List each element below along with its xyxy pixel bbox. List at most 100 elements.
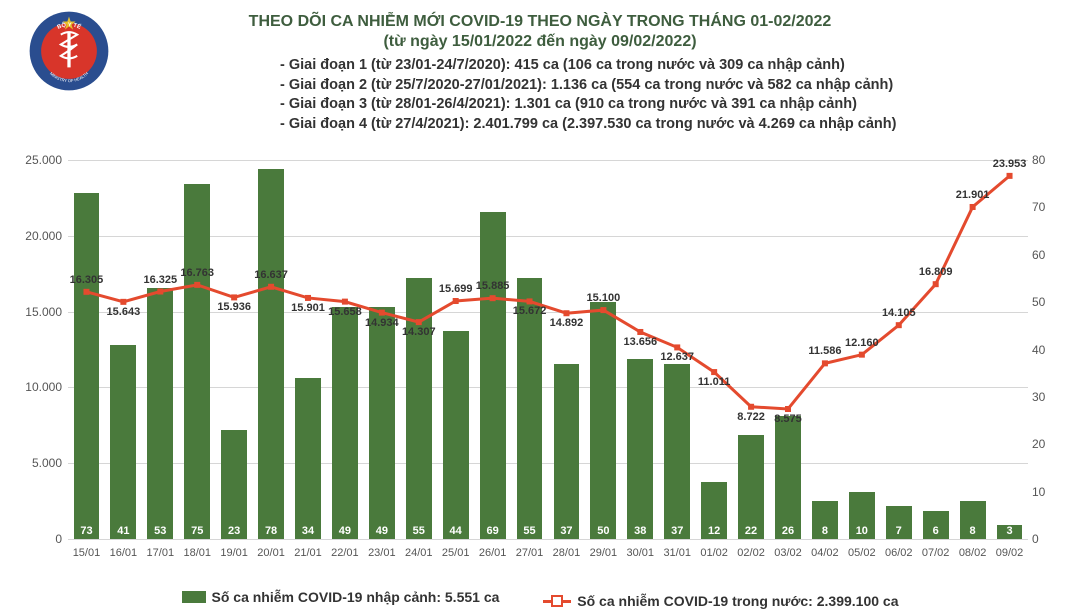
bar: 6 (923, 511, 949, 539)
bar-slot: 8 (954, 160, 991, 539)
note-3: - Giai đoạn 3 (từ 28/01-26/4/2021): 1.30… (280, 95, 1060, 115)
chart-container: BỘ Y TẾ MINISTRY OF HEALTH THEO DÕI CA N… (0, 0, 1080, 615)
x-tick-label: 28/01 (548, 547, 585, 559)
line-value-label: 15.901 (290, 302, 326, 314)
legend-bar-label: Số ca nhiễm COVID-19 nhập cảnh: 5.551 ca (212, 589, 500, 605)
bar-slot: 49 (326, 160, 363, 539)
y-right-tick-label: 10 (1032, 485, 1062, 499)
bar-slot: 37 (659, 160, 696, 539)
bar: 55 (406, 278, 432, 539)
bar-value-label: 73 (80, 525, 92, 537)
x-tick-label: 21/01 (290, 547, 327, 559)
bar: 34 (295, 378, 321, 539)
x-tick-label: 22/01 (326, 547, 363, 559)
x-tick-label: 20/01 (253, 547, 290, 559)
x-tick-label: 26/01 (474, 547, 511, 559)
line-value-label: 11.586 (807, 345, 842, 357)
x-tick-label: 29/01 (585, 547, 622, 559)
line-value-label: 16.763 (179, 267, 215, 279)
bar-slot: 55 (400, 160, 437, 539)
bar: 49 (369, 307, 395, 539)
bar-slot: 78 (253, 160, 290, 539)
line-value-label: 15.699 (438, 283, 474, 295)
x-tick-label: 16/01 (105, 547, 142, 559)
bar-slot: 53 (142, 160, 179, 539)
x-tick-label: 06/02 (880, 547, 917, 559)
line-value-label: 14.307 (401, 326, 437, 338)
bar-slot: 10 (843, 160, 880, 539)
bar: 75 (184, 184, 210, 539)
title-line-1: THEO DÕI CA NHIỄM MỚI COVID-19 THEO NGÀY… (20, 12, 1060, 32)
bar-slot: 34 (290, 160, 327, 539)
y-left-tick-label: 0 (18, 532, 62, 546)
bar: 3 (997, 525, 1023, 539)
x-tick-label: 24/01 (400, 547, 437, 559)
bar: 50 (590, 302, 616, 539)
line-value-label: 15.936 (216, 301, 252, 313)
y-right-tick-label: 20 (1032, 437, 1062, 451)
bar-value-label: 49 (376, 525, 388, 537)
legend-line-swatch (543, 600, 571, 603)
note-4: - Giai đoạn 4 (từ 27/4/2021): 2.401.799 … (280, 115, 1060, 135)
y-left-tick-label: 15.000 (18, 305, 62, 319)
bar-value-label: 37 (671, 525, 683, 537)
x-tick-label: 15/01 (68, 547, 105, 559)
x-tick-label: 04/02 (806, 547, 843, 559)
bar-value-label: 75 (191, 525, 203, 537)
bar-value-label: 50 (597, 525, 609, 537)
bar-slot: 22 (733, 160, 770, 539)
bar: 22 (738, 435, 764, 539)
bar-value-label: 7 (896, 525, 902, 537)
bar-value-label: 23 (228, 525, 240, 537)
bar-value-label: 37 (560, 525, 572, 537)
x-tick-label: 23/01 (363, 547, 400, 559)
y-left-tick-label: 10.000 (18, 380, 62, 394)
y-right-tick-label: 30 (1032, 390, 1062, 404)
bar: 44 (443, 331, 469, 539)
bar-value-label: 41 (117, 525, 129, 537)
bar: 8 (960, 501, 986, 539)
bar: 7 (886, 506, 912, 539)
y-left-tick-label: 5.000 (18, 456, 62, 470)
bar-value-label: 34 (302, 525, 314, 537)
x-tick-label: 30/01 (622, 547, 659, 559)
bar-slot: 69 (474, 160, 511, 539)
bar-value-label: 12 (708, 525, 720, 537)
bar-slot: 73 (68, 160, 105, 539)
grid-line (68, 539, 1028, 540)
chart-legend: Số ca nhiễm COVID-19 nhập cảnh: 5.551 ca… (0, 589, 1080, 610)
bar: 55 (517, 278, 543, 539)
legend-bar-swatch (182, 591, 206, 603)
line-value-label: 16.637 (253, 269, 289, 281)
bar-slot: 38 (622, 160, 659, 539)
bar-value-label: 22 (745, 525, 757, 537)
line-value-label: 16.325 (142, 274, 178, 286)
line-value-label: 8.575 (773, 413, 803, 425)
bar: 23 (221, 430, 247, 539)
bar-slot: 41 (105, 160, 142, 539)
line-value-label: 14.892 (549, 317, 585, 329)
bar-slot: 3 (991, 160, 1028, 539)
bar-value-label: 55 (413, 525, 425, 537)
line-value-label: 11.011 (697, 376, 731, 388)
bar: 38 (627, 359, 653, 539)
x-tick-label: 31/01 (659, 547, 696, 559)
bar-value-label: 55 (523, 525, 535, 537)
title-line-2: (từ ngày 15/01/2022 đến ngày 09/02/2022) (20, 32, 1060, 52)
bar-value-label: 10 (856, 525, 868, 537)
line-value-label: 16.809 (918, 266, 954, 278)
line-value-label: 14.934 (364, 317, 400, 329)
bars-group: 7341537523783449495544695537503837122226… (68, 160, 1028, 539)
x-tick-label: 02/02 (733, 547, 770, 559)
line-value-label: 16.305 (69, 274, 105, 286)
x-tick-label: 05/02 (843, 547, 880, 559)
bar: 73 (74, 193, 100, 539)
y-right-tick-label: 80 (1032, 153, 1062, 167)
line-value-label: 8.722 (736, 411, 766, 423)
bar-slot: 23 (216, 160, 253, 539)
bar: 26 (775, 416, 801, 539)
bar-value-label: 6 (933, 525, 939, 537)
bar-value-label: 8 (822, 525, 828, 537)
ministry-logo: BỘ Y TẾ MINISTRY OF HEALTH (28, 10, 110, 92)
bar: 41 (110, 345, 136, 539)
